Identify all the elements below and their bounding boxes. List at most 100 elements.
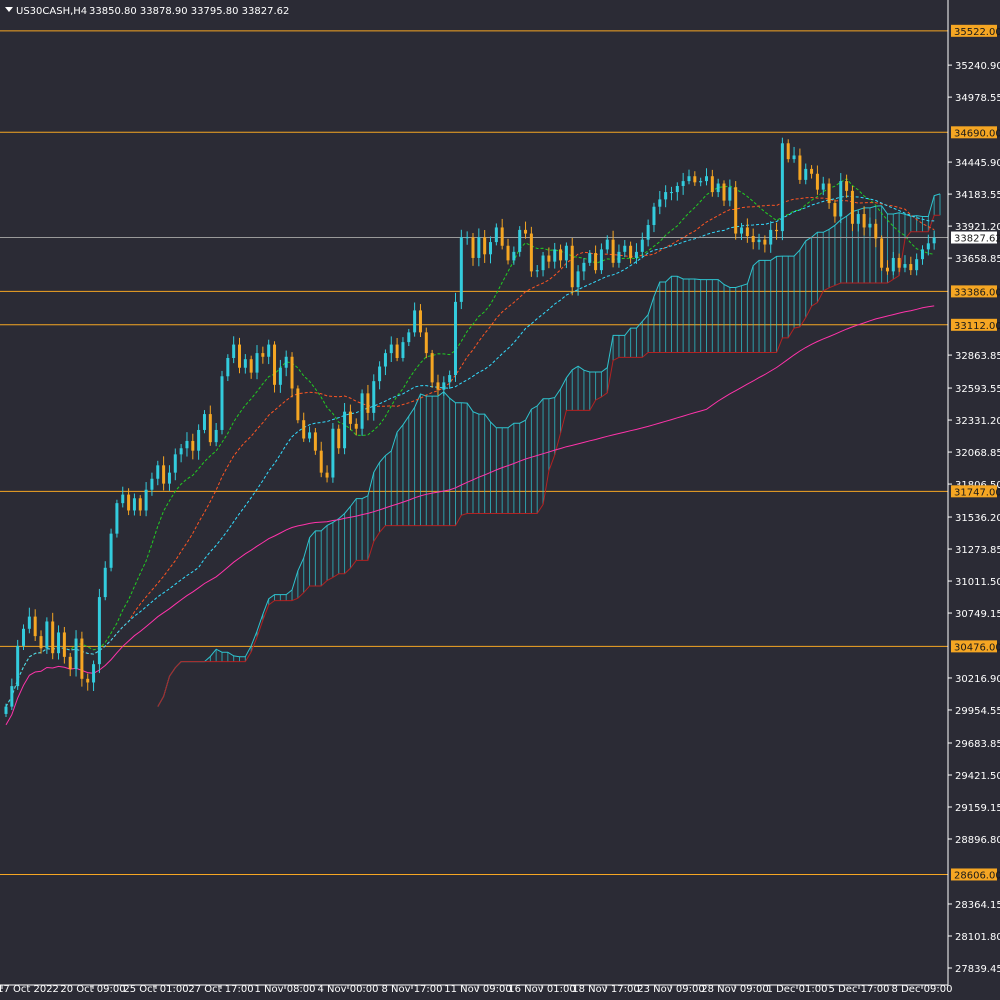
candle-body[interactable]	[786, 143, 790, 160]
candle-body[interactable]	[290, 356, 294, 389]
candle-body[interactable]	[302, 420, 306, 439]
candle-body[interactable]	[459, 237, 463, 302]
candle-body[interactable]	[343, 411, 347, 449]
candle-body[interactable]	[897, 257, 901, 268]
candle-body[interactable]	[360, 393, 364, 429]
candle-body[interactable]	[74, 638, 78, 670]
candle-body[interactable]	[500, 227, 504, 246]
candle-body[interactable]	[588, 253, 592, 263]
candle-body[interactable]	[494, 227, 498, 243]
candle-body[interactable]	[249, 359, 253, 373]
candle-body[interactable]	[144, 489, 148, 511]
candle-body[interactable]	[693, 176, 697, 183]
candle-body[interactable]	[185, 440, 189, 449]
candle-body[interactable]	[839, 181, 843, 217]
candle-body[interactable]	[202, 414, 206, 430]
candle-body[interactable]	[909, 264, 913, 271]
candle-body[interactable]	[197, 429, 201, 451]
candle-body[interactable]	[389, 344, 393, 354]
candle-body[interactable]	[109, 533, 113, 568]
candle-body[interactable]	[267, 344, 271, 357]
candle-body[interactable]	[255, 353, 259, 373]
candle-body[interactable]	[348, 411, 352, 424]
candle-body[interactable]	[325, 472, 329, 478]
candle-body[interactable]	[319, 450, 323, 473]
triangle-down-icon[interactable]	[5, 7, 13, 12]
candle-body[interactable]	[605, 239, 609, 250]
candle-body[interactable]	[669, 192, 673, 194]
candle-body[interactable]	[45, 621, 49, 649]
candle-body[interactable]	[564, 245, 568, 261]
candle-body[interactable]	[308, 432, 312, 439]
candle-body[interactable]	[453, 301, 457, 376]
candle-body[interactable]	[716, 183, 720, 193]
candle-body[interactable]	[634, 251, 638, 258]
candle-body[interactable]	[559, 249, 563, 261]
candle-body[interactable]	[278, 367, 282, 385]
candle-body[interactable]	[687, 176, 691, 182]
candle-body[interactable]	[10, 686, 14, 707]
candle-body[interactable]	[296, 388, 300, 421]
candle-body[interactable]	[932, 237, 936, 244]
candle-body[interactable]	[51, 621, 55, 654]
candle-body[interactable]	[599, 249, 603, 271]
candle-body[interactable]	[27, 616, 31, 629]
candle-body[interactable]	[366, 393, 370, 413]
candle-body[interactable]	[156, 465, 160, 479]
candle-body[interactable]	[926, 243, 930, 250]
candle-body[interactable]	[664, 192, 668, 200]
candle-body[interactable]	[512, 251, 516, 261]
candle-body[interactable]	[22, 628, 26, 646]
candle-body[interactable]	[68, 656, 72, 670]
candle-body[interactable]	[191, 440, 195, 451]
candle-body[interactable]	[763, 239, 767, 245]
candle-body[interactable]	[658, 199, 662, 207]
candle-body[interactable]	[833, 203, 837, 217]
candle-body[interactable]	[232, 344, 236, 358]
candle-body[interactable]	[675, 185, 679, 193]
candle-body[interactable]	[179, 448, 183, 455]
candle-body[interactable]	[407, 332, 411, 343]
candle-body[interactable]	[506, 245, 510, 261]
candle-body[interactable]	[617, 251, 621, 263]
candle-body[interactable]	[868, 223, 872, 228]
candle-body[interactable]	[757, 239, 761, 243]
candle-body[interactable]	[489, 242, 493, 255]
candle-body[interactable]	[413, 310, 417, 333]
candle-body[interactable]	[804, 168, 808, 180]
candle-body[interactable]	[62, 632, 66, 657]
candle-body[interactable]	[524, 229, 528, 234]
candle-body[interactable]	[874, 223, 878, 239]
candle-body[interactable]	[891, 257, 895, 272]
candle-body[interactable]	[401, 342, 405, 358]
candle-body[interactable]	[821, 183, 825, 190]
candle-body[interactable]	[740, 227, 744, 234]
candle-body[interactable]	[39, 636, 43, 649]
candle-body[interactable]	[629, 245, 633, 258]
candle-body[interactable]	[97, 597, 101, 665]
candle-body[interactable]	[827, 183, 831, 204]
candle-body[interactable]	[570, 245, 574, 288]
candle-body[interactable]	[395, 344, 399, 358]
candle-body[interactable]	[4, 706, 8, 714]
candle-body[interactable]	[850, 190, 854, 224]
candle-body[interactable]	[751, 235, 755, 243]
candle-body[interactable]	[745, 227, 749, 236]
candle-body[interactable]	[273, 344, 277, 385]
candle-body[interactable]	[471, 237, 475, 258]
candle-body[interactable]	[57, 632, 61, 654]
candle-body[interactable]	[150, 478, 154, 490]
candle-body[interactable]	[611, 239, 615, 263]
candle-body[interactable]	[535, 270, 539, 272]
candle-body[interactable]	[845, 181, 849, 191]
candle-body[interactable]	[862, 214, 866, 228]
candle-body[interactable]	[553, 249, 557, 262]
candle-body[interactable]	[220, 376, 224, 430]
candle-body[interactable]	[337, 428, 341, 449]
candle-body[interactable]	[576, 271, 580, 288]
candle-body[interactable]	[465, 237, 469, 239]
candle-body[interactable]	[238, 344, 241, 368]
candle-body[interactable]	[214, 429, 218, 443]
candle-body[interactable]	[208, 414, 212, 443]
candle-body[interactable]	[518, 229, 522, 252]
